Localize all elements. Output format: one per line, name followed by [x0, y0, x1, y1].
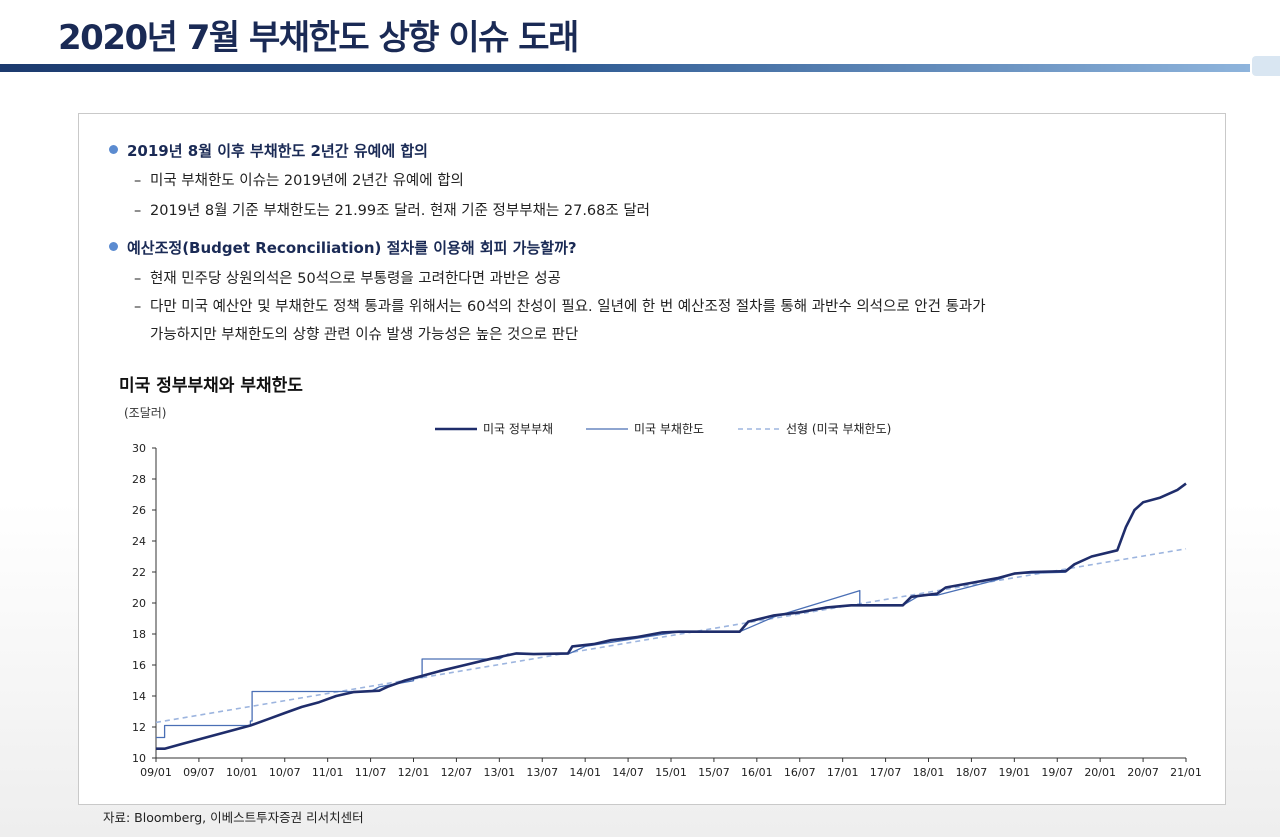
x-tick-label: 13/07: [526, 766, 558, 779]
x-tick-label: 14/01: [569, 766, 601, 779]
y-tick-label: 18: [132, 628, 146, 641]
chart-title: 미국 정부부채와 부채한도: [119, 376, 303, 396]
legend-label-2: 선형 (미국 부채한도): [786, 422, 891, 436]
x-tick-label: 21/01: [1170, 766, 1202, 779]
x-tick-label: 16/07: [784, 766, 816, 779]
series-line-0: [156, 482, 1187, 750]
legend-label-1: 미국 부채한도: [634, 422, 704, 436]
bullet-2-item-2-continuation: 가능하지만 부채한도의 상향 관련 이슈 발생 가능성은 높은 것으로 판단: [150, 327, 579, 343]
bullet-2-item-2: – 다만 미국 예산안 및 부채한도 정책 통과를 위해서는 60석의 찬성이 필…: [134, 299, 986, 315]
y-tick-label: 16: [132, 659, 146, 672]
x-tick-label: 19/01: [998, 766, 1030, 779]
x-tick-label: 17/07: [870, 766, 902, 779]
source-note: 자료: Bloomberg, 이베스트투자증권 리서치센터: [103, 810, 364, 825]
y-tick-label: 24: [132, 535, 146, 548]
bullet-2-item-1: – 현재 민주당 상원의석은 50석으로 부통령을 고려한다면 과반은 성공: [134, 271, 561, 287]
bullet-1-item-1: – 미국 부채한도 이슈는 2019년에 2년간 유예에 합의: [134, 173, 464, 189]
x-tick-label: 11/07: [355, 766, 387, 779]
y-tick-label: 22: [132, 566, 146, 579]
y-tick-label: 12: [132, 721, 146, 734]
bullet-heading-2: 예산조정(Budget Reconciliation) 절차를 이용해 회피 가…: [109, 237, 577, 258]
x-tick-label: 19/07: [1041, 766, 1073, 779]
y-tick-label: 26: [132, 504, 146, 517]
x-tick-label: 15/01: [655, 766, 687, 779]
x-tick-label: 09/07: [183, 766, 215, 779]
y-axis-unit: (조달러): [124, 406, 167, 420]
x-tick-label: 13/01: [483, 766, 515, 779]
y-tick-label: 10: [132, 752, 146, 765]
y-tick-label: 28: [132, 473, 146, 486]
bullet-dot-icon: [109, 145, 118, 154]
series-line-1: [156, 571, 1066, 739]
bullet-heading-1: 2019년 8월 이후 부채한도 2년간 유예에 합의: [109, 140, 428, 161]
x-tick-label: 10/07: [269, 766, 301, 779]
x-tick-label: 16/01: [741, 766, 773, 779]
legend-label-0: 미국 정부부채: [483, 422, 553, 436]
title-bar-decoration: [1252, 56, 1280, 76]
debt-chart: 10 12 14 16 18 20 22 24 26 28 30 09/01 09/07 10/01 10/…: [132, 422, 1202, 779]
bullet-dot-icon: [109, 242, 118, 251]
content-panel: 2019년 8월 이후 부채한도 2년간 유예에 합의 – 미국 부채한도 이슈는…: [78, 113, 1226, 805]
y-tick-label: 20: [132, 597, 146, 610]
x-tick-label: 09/01: [140, 766, 172, 779]
x-tick-label: 20/07: [1127, 766, 1159, 779]
x-tick-label: 20/01: [1084, 766, 1116, 779]
x-tick-label: 12/01: [398, 766, 430, 779]
y-tick-label: 30: [132, 442, 146, 455]
y-tick-label: 14: [132, 690, 146, 703]
x-tick-label: 11/01: [312, 766, 344, 779]
bullet-1-item-2: –2019년 8월 기준 부채한도는 21.99조 달러. 현재 기준 정부부채…: [134, 203, 651, 219]
x-tick-label: 10/01: [226, 766, 258, 779]
x-tick-label: 12/07: [441, 766, 473, 779]
x-tick-label: 18/07: [956, 766, 988, 779]
x-tick-label: 17/01: [827, 766, 859, 779]
x-tick-label: 15/07: [698, 766, 730, 779]
title-underline-bar: [0, 64, 1250, 72]
x-tick-label: 18/01: [913, 766, 945, 779]
series-line-2: [155, 548, 1187, 724]
x-tick-label: 14/07: [612, 766, 644, 779]
page-title: 2020년 7월 부채한도 상향 이슈 도래: [58, 18, 579, 58]
